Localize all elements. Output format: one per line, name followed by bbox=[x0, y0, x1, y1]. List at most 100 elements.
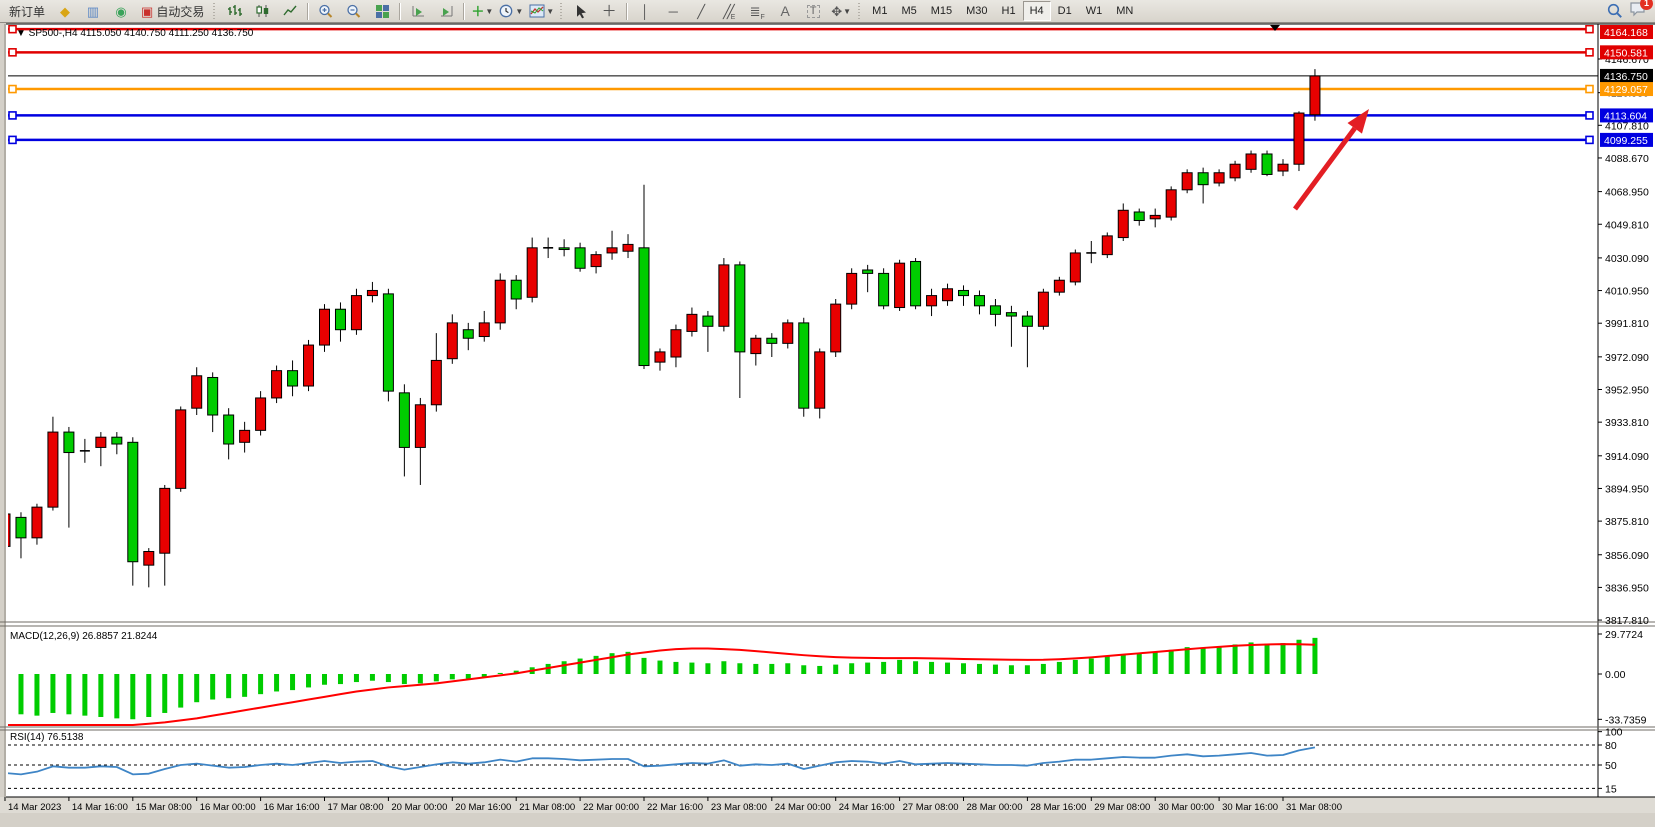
candle[interactable] bbox=[558, 239, 570, 257]
line-chart-button[interactable] bbox=[276, 0, 304, 22]
candle[interactable] bbox=[143, 548, 155, 588]
price-chip-current[interactable] bbox=[1600, 68, 1653, 83]
line-handle-left-4150.581[interactable] bbox=[8, 48, 17, 57]
candle[interactable] bbox=[127, 437, 139, 586]
candle[interactable] bbox=[462, 322, 474, 351]
horizontal-line-button[interactable]: ─ bbox=[659, 0, 687, 22]
trendline-button[interactable]: ╱ bbox=[687, 0, 715, 22]
price-chip-4129[interactable] bbox=[1600, 82, 1653, 97]
annotation-arrow-head[interactable] bbox=[1347, 109, 1369, 134]
timeframe-MN[interactable]: MN bbox=[1116, 5, 1134, 17]
candle[interactable] bbox=[830, 298, 842, 358]
candle[interactable] bbox=[798, 317, 810, 417]
price-pane[interactable] bbox=[0, 25, 1598, 588]
price-chip-4150[interactable] bbox=[1600, 45, 1653, 60]
macd-pane[interactable] bbox=[5, 637, 1318, 726]
candle[interactable] bbox=[255, 391, 267, 436]
tile-windows-button[interactable] bbox=[368, 0, 396, 22]
candle[interactable] bbox=[718, 258, 730, 332]
candle[interactable] bbox=[191, 367, 203, 416]
timeframe-M1[interactable]: M1 bbox=[872, 5, 888, 17]
autotrading-button[interactable]: ▣ 自动交易 bbox=[135, 0, 210, 22]
vertical-line-button[interactable]: │ bbox=[631, 0, 659, 22]
search-button[interactable] bbox=[1601, 0, 1629, 22]
market-watch-icon[interactable]: ▥ bbox=[79, 0, 107, 22]
candle[interactable] bbox=[1277, 159, 1289, 177]
periods-button[interactable]: ▼ bbox=[496, 0, 526, 22]
candle[interactable] bbox=[0, 511, 11, 554]
candle[interactable] bbox=[574, 242, 586, 272]
bar-chart-button[interactable] bbox=[220, 0, 248, 22]
candle[interactable] bbox=[973, 290, 985, 315]
candle[interactable] bbox=[989, 298, 1001, 327]
candle[interactable] bbox=[1086, 240, 1097, 264]
candle[interactable] bbox=[686, 307, 698, 337]
fibonacci-button[interactable]: ≣ F bbox=[743, 0, 771, 22]
candle[interactable] bbox=[31, 503, 43, 545]
timeframe-M5[interactable]: M5 bbox=[901, 5, 917, 17]
candle[interactable] bbox=[1309, 69, 1321, 121]
candle[interactable] bbox=[750, 334, 762, 366]
candle[interactable] bbox=[942, 283, 954, 306]
chart-shift-button[interactable] bbox=[432, 0, 460, 22]
timeframe-W1[interactable]: W1 bbox=[1085, 5, 1103, 17]
timeframe-H4[interactable]: H4 bbox=[1022, 1, 1051, 21]
candle[interactable] bbox=[446, 314, 458, 364]
timeframe-D1[interactable]: D1 bbox=[1057, 5, 1072, 17]
chart-shift-marker[interactable] bbox=[1270, 25, 1280, 31]
candle[interactable] bbox=[1261, 150, 1273, 177]
candle[interactable] bbox=[223, 408, 235, 460]
candle[interactable] bbox=[1021, 310, 1033, 368]
candle[interactable] bbox=[670, 324, 682, 368]
candle[interactable] bbox=[350, 288, 362, 335]
timeframe-H1[interactable]: H1 bbox=[1001, 5, 1016, 17]
price-chip-4099[interactable] bbox=[1600, 132, 1653, 147]
candle[interactable] bbox=[175, 406, 187, 492]
candle[interactable] bbox=[271, 365, 283, 404]
line-handle-right-4113.604[interactable] bbox=[1585, 111, 1594, 120]
candle[interactable] bbox=[1197, 167, 1209, 204]
auto-scroll-button[interactable] bbox=[404, 0, 432, 22]
candle[interactable] bbox=[1117, 203, 1129, 241]
chart-canvas[interactable]: 4146.6704126.9304107.8104088.6704068.950… bbox=[0, 23, 1655, 827]
candle[interactable] bbox=[47, 416, 59, 511]
candle[interactable] bbox=[1101, 232, 1113, 259]
text-label-button[interactable]: T bbox=[799, 0, 827, 22]
candle[interactable] bbox=[622, 234, 634, 259]
timeframe-M30[interactable]: M30 bbox=[966, 5, 988, 17]
signals-icon[interactable]: ◉ bbox=[107, 0, 135, 22]
line-handle-right-4129.057[interactable] bbox=[1585, 84, 1594, 94]
candle[interactable] bbox=[782, 319, 794, 349]
candle[interactable] bbox=[846, 268, 858, 310]
candle[interactable] bbox=[398, 384, 410, 477]
candle[interactable] bbox=[590, 251, 602, 274]
rsi-pane[interactable] bbox=[5, 744, 1598, 789]
timeframe-M15[interactable]: M15 bbox=[930, 5, 953, 17]
zoom-in-button[interactable] bbox=[312, 0, 340, 22]
candle[interactable] bbox=[366, 281, 378, 303]
candle[interactable] bbox=[95, 432, 107, 467]
crosshair-button[interactable]: ＋ bbox=[595, 0, 623, 22]
candle[interactable] bbox=[894, 259, 906, 311]
candle[interactable] bbox=[1005, 305, 1017, 347]
candle[interactable] bbox=[15, 512, 27, 559]
candle[interactable] bbox=[766, 333, 778, 358]
channel-button[interactable]: ╱╱ E bbox=[715, 0, 743, 22]
candle[interactable] bbox=[814, 348, 826, 419]
candle[interactable] bbox=[494, 273, 506, 330]
candle[interactable] bbox=[1165, 186, 1177, 221]
candle[interactable] bbox=[862, 264, 874, 293]
candle[interactable] bbox=[1053, 276, 1065, 296]
arrows-button[interactable]: ✥ ▼ bbox=[827, 0, 855, 22]
line-handle-left-4099.255[interactable] bbox=[8, 135, 17, 145]
line-handle-right-4099.255[interactable] bbox=[1585, 135, 1594, 145]
templates-button[interactable]: ▼ bbox=[526, 0, 557, 22]
candle[interactable] bbox=[382, 288, 394, 402]
candlestick-button[interactable] bbox=[248, 0, 276, 22]
cursor-button[interactable] bbox=[567, 0, 595, 22]
candle[interactable] bbox=[478, 310, 490, 342]
candle[interactable] bbox=[543, 237, 554, 259]
candle[interactable] bbox=[63, 426, 75, 528]
price-chip-4164[interactable] bbox=[1600, 25, 1653, 39]
candle[interactable] bbox=[334, 302, 346, 342]
